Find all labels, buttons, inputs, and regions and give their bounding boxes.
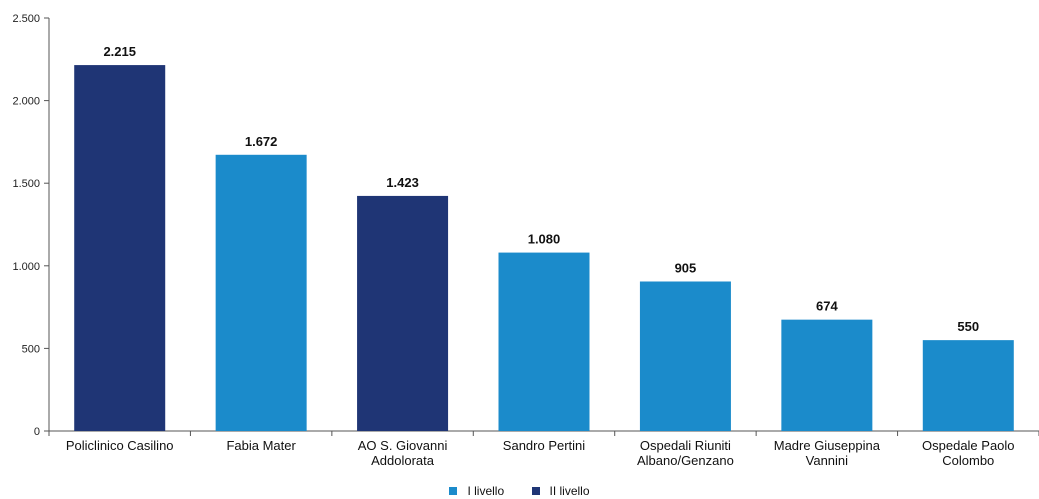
bar — [923, 340, 1014, 431]
bar — [781, 320, 872, 431]
legend-swatch-ii-livello — [532, 487, 540, 495]
legend-item-ii-livello: II livello — [532, 484, 590, 498]
bar — [74, 65, 165, 431]
category-label-line: Addolorata — [371, 453, 435, 468]
legend-swatch-i-livello — [449, 487, 457, 495]
y-tick-label: 1.500 — [12, 178, 40, 190]
category-label: Sandro Pertini — [503, 438, 585, 453]
bar — [357, 196, 448, 431]
category-label-line: Ospedali Riuniti — [640, 438, 731, 453]
y-tick-label: 500 — [22, 343, 40, 355]
category-label-line: Vannini — [806, 453, 849, 468]
category-label-line: Colombo — [942, 453, 994, 468]
category-label-line: AO S. Giovanni — [358, 438, 448, 453]
data-label: 1.672 — [245, 134, 278, 149]
bar — [640, 281, 731, 431]
y-tick-label: 2.000 — [12, 96, 40, 108]
y-tick-label: 0 — [34, 426, 40, 438]
category-label-line: Madre Giuseppina — [774, 438, 881, 453]
category-label: Madre Giuseppina Vannini — [774, 438, 881, 468]
data-label: 1.423 — [386, 175, 419, 190]
data-label: 1.080 — [528, 232, 561, 247]
category-label-line: Sandro Pertini — [503, 438, 585, 453]
category-label-line: Fabia Mater — [226, 438, 296, 453]
legend-item-i-livello: I livello — [449, 484, 504, 498]
category-label-line: Albano/Genzano — [637, 453, 734, 468]
data-label: 905 — [675, 260, 697, 275]
category-label: AO S. Giovanni Addolorata — [358, 438, 448, 468]
category-label: Ospedali Riuniti Albano/Genzano — [637, 438, 734, 468]
bar — [499, 253, 590, 431]
bar-chart: 0 500 1.000 1.500 2.000 2.500 2.215 Policlinic… — [0, 0, 1039, 480]
y-tick-label: 2.500 — [12, 13, 40, 25]
category-label: Fabia Mater — [226, 438, 296, 453]
legend-label-i-livello: I livello — [467, 484, 504, 498]
legend: I livello II livello — [0, 484, 1039, 498]
data-label: 2.215 — [103, 44, 136, 59]
bar — [216, 155, 307, 431]
category-label-line: Policlinico Casilino — [66, 438, 174, 453]
legend-label-ii-livello: II livello — [550, 484, 590, 498]
data-label: 550 — [957, 319, 979, 334]
bars — [74, 65, 1014, 431]
category-label-line: Ospedale Paolo — [922, 438, 1015, 453]
y-tick-label: 1.000 — [12, 261, 40, 273]
category-label: Ospedale Paolo Colombo — [922, 438, 1015, 468]
category-label: Policlinico Casilino — [66, 438, 174, 453]
data-label: 674 — [816, 299, 838, 314]
